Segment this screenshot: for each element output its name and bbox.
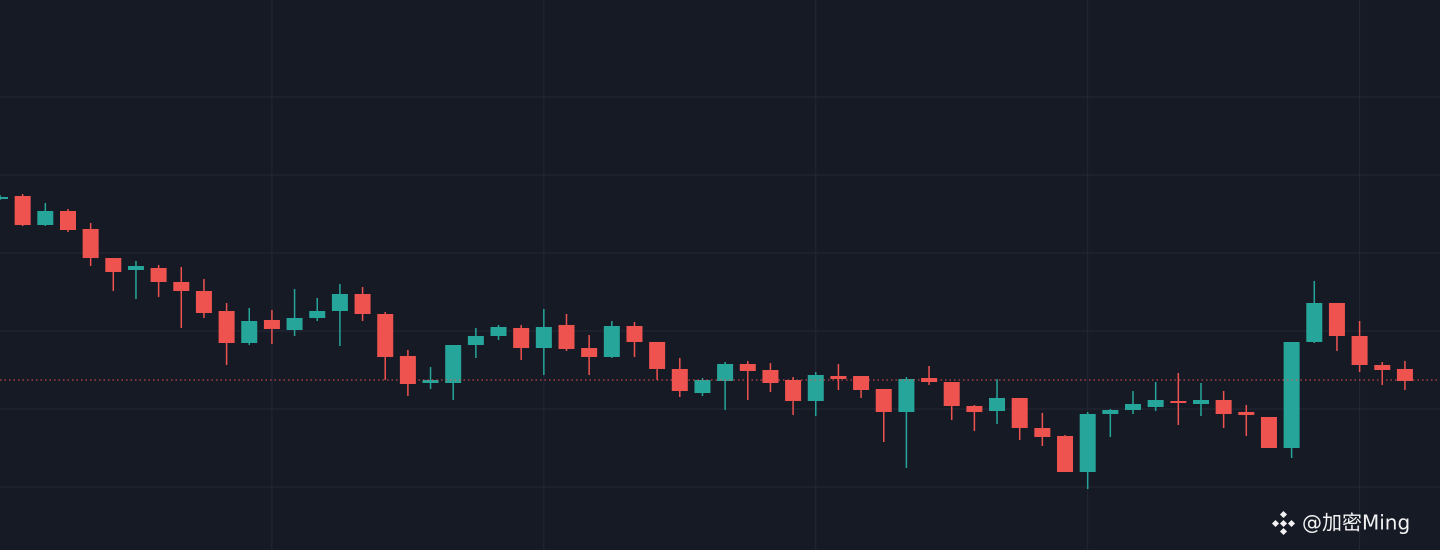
candle-body <box>105 258 122 272</box>
candle-body <box>0 197 8 199</box>
candle-body <box>1170 401 1187 403</box>
candle-body <box>331 294 348 311</box>
candle-body <box>82 229 99 258</box>
candle-body <box>853 376 870 390</box>
candle-body <box>898 379 915 412</box>
candle-body <box>603 326 620 357</box>
candle-body <box>309 311 326 318</box>
candle-body <box>150 268 167 282</box>
candle-body <box>558 325 575 349</box>
candle-body <box>445 345 462 383</box>
candle-body <box>1192 400 1209 404</box>
candle-body <box>195 291 212 313</box>
candle-body <box>1215 400 1232 414</box>
candle-body <box>490 327 507 336</box>
watermark-text: @加密Ming <box>1302 511 1410 535</box>
candle-body <box>626 326 643 342</box>
candle-body <box>807 375 824 401</box>
candle-body <box>785 380 802 401</box>
candle-body <box>1374 365 1391 370</box>
candle-body <box>1238 412 1255 415</box>
candle-body <box>762 370 779 383</box>
candle-body <box>1102 410 1119 414</box>
candle-body <box>59 211 76 230</box>
candle-body <box>1306 303 1323 342</box>
candle-body <box>1125 404 1141 410</box>
candle-body <box>377 314 394 357</box>
candle-body <box>127 266 144 270</box>
candle-body <box>1351 336 1368 365</box>
candle-body <box>173 282 190 291</box>
candle-body <box>1034 428 1051 437</box>
candle-body <box>286 318 303 330</box>
candle-body <box>14 196 31 225</box>
candle-body <box>1283 342 1300 448</box>
candle-body <box>513 328 530 348</box>
candle-body <box>354 294 371 314</box>
watermark-icon <box>1271 510 1296 536</box>
candle-body <box>694 380 711 393</box>
candle-body <box>989 398 1006 411</box>
candle-body <box>1011 398 1028 428</box>
candle-body <box>875 389 892 412</box>
candle-body <box>422 380 439 383</box>
watermark: @加密Ming <box>1271 510 1410 536</box>
candle-body <box>649 342 666 369</box>
candle-body <box>1079 414 1096 472</box>
candle-body <box>581 348 598 357</box>
candle-body <box>535 327 552 348</box>
candle-body <box>1260 417 1277 448</box>
candle-body <box>830 376 847 379</box>
candle-body <box>921 378 938 382</box>
candle-body <box>943 382 960 406</box>
candles <box>0 194 1440 489</box>
candle-body <box>218 311 235 343</box>
candle-body <box>263 320 280 329</box>
candle-body <box>739 364 756 371</box>
candle-body <box>966 406 983 412</box>
candle-body <box>1057 436 1074 472</box>
candle-body <box>37 211 54 225</box>
candle-body <box>717 364 734 381</box>
candle-body <box>1147 400 1164 407</box>
candle-body <box>467 336 484 345</box>
candle-body <box>1328 303 1345 336</box>
candle-body <box>241 321 258 343</box>
candle-body <box>399 356 416 384</box>
candle-body <box>1396 369 1413 381</box>
